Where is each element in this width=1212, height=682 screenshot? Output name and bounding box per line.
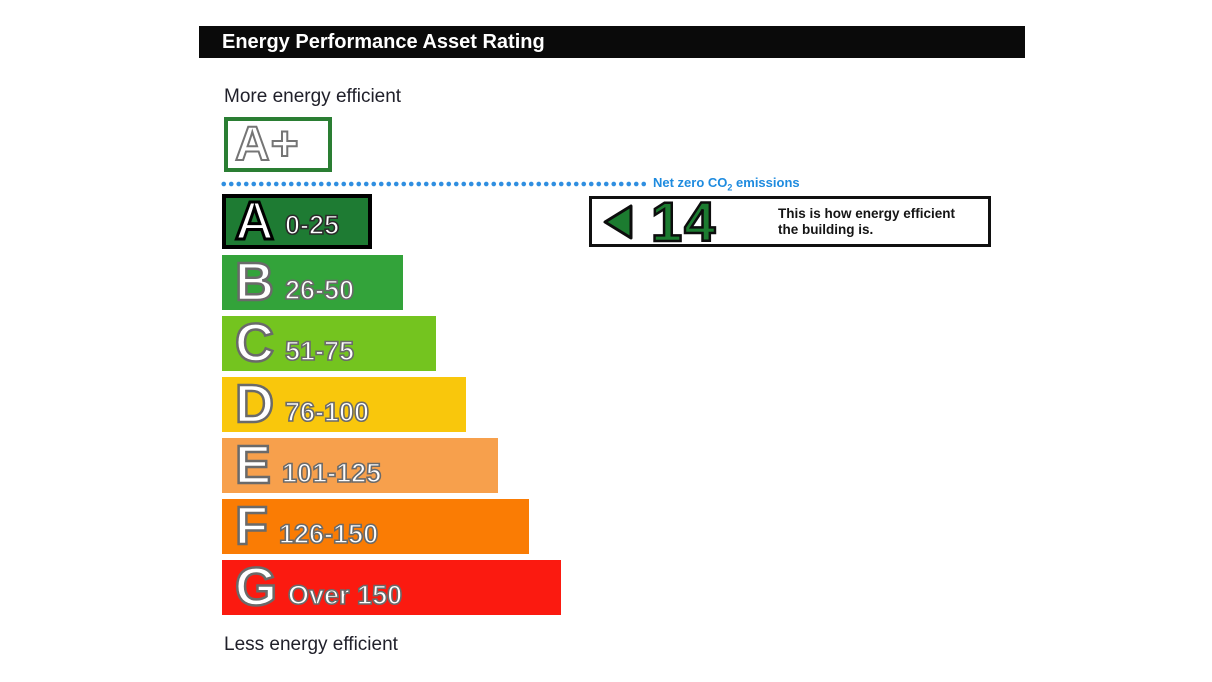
band-f-range: 126-150	[278, 519, 379, 549]
band-g-range: Over 150	[287, 580, 403, 610]
band-a-plus: A+	[224, 117, 332, 172]
band-b: B 26-50	[222, 252, 403, 312]
band-f-letter: F	[234, 496, 270, 556]
band-e: E 101-125	[222, 435, 498, 495]
band-g: G Over 150	[222, 557, 561, 617]
chart-title-bar: Energy Performance Asset Rating	[199, 26, 1025, 58]
chart-title: Energy Performance Asset Rating	[222, 30, 545, 53]
rating-description: This is how energy efficient the buildin…	[778, 206, 955, 238]
less-efficient-label: Less energy efficient	[224, 634, 398, 655]
band-b-letter: B	[234, 252, 276, 312]
band-d: D 76-100	[222, 374, 466, 434]
net-zero-row: Net zero CO2 emissions	[220, 175, 800, 193]
band-f: F 126-150	[222, 496, 529, 556]
rating-description-line1: This is how energy efficient	[778, 206, 956, 221]
band-a: A 0-25	[222, 191, 372, 251]
band-c-range: 51-75	[284, 336, 355, 366]
band-d-range: 76-100	[284, 397, 370, 427]
net-zero-subscript: 2	[727, 182, 733, 193]
band-a-plus-label: A+	[234, 117, 300, 171]
band-e-letter: E	[234, 435, 273, 495]
net-zero-text: Net zero CO	[653, 175, 728, 191]
band-e-range: 101-125	[281, 458, 382, 488]
rating-value: 14	[650, 189, 718, 253]
net-zero-dotted-line	[220, 181, 646, 187]
band-c: C 51-75	[222, 313, 436, 373]
rating-indicator: 14 This is how energy efficient the buil…	[589, 189, 991, 253]
more-efficient-label: More energy efficient	[224, 86, 402, 107]
band-d-letter: D	[234, 374, 276, 434]
band-g-letter: G	[234, 557, 279, 617]
band-a-range: 0-25	[284, 210, 340, 240]
band-b-range: 26-50	[284, 275, 355, 305]
left-arrow-icon	[602, 203, 634, 241]
band-a-letter: A	[234, 191, 276, 251]
net-zero-label: Net zero CO2 emissions	[653, 175, 800, 193]
rating-description-line2: the building is.	[778, 222, 874, 237]
rating-bands: A 0-25 B 26-50 C 51-75 D 76-100 E 101-12…	[222, 191, 561, 621]
net-zero-text-suffix: emissions	[732, 175, 800, 191]
band-c-letter: C	[234, 313, 276, 373]
